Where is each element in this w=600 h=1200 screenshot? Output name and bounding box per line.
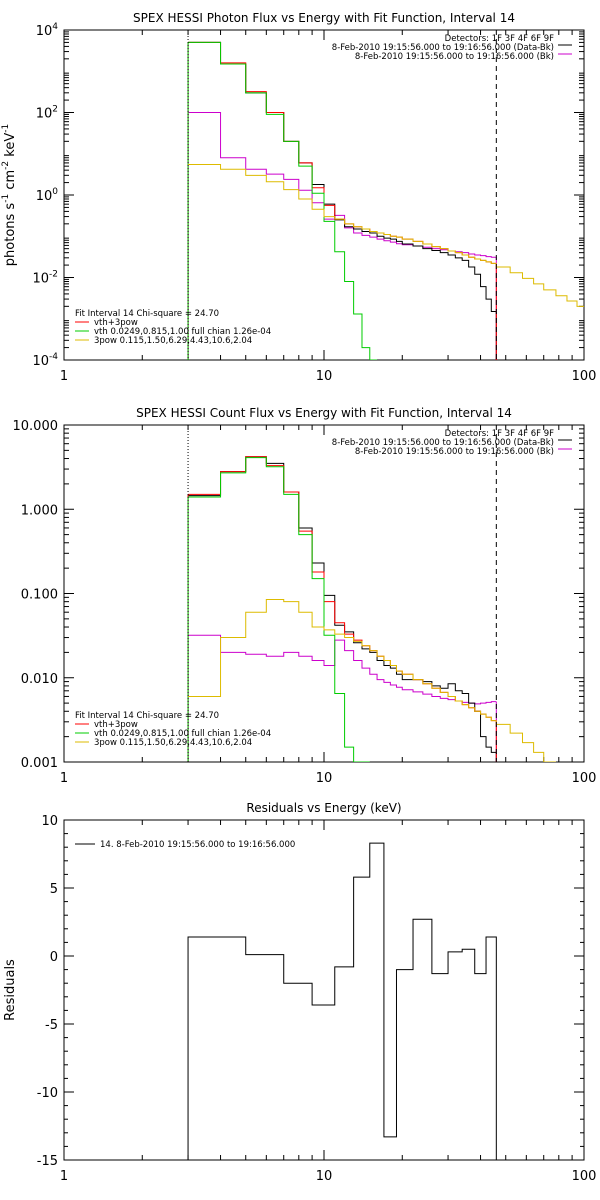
resid-y-tick-label: 0 — [50, 950, 58, 965]
photon-y-tick-label: 100 — [36, 187, 59, 204]
count-3pow-series — [188, 598, 497, 722]
count-x-tick-label: 100 — [572, 771, 597, 786]
resid-chart-title: Residuals vs Energy (keV) — [246, 801, 401, 815]
resid-y-tick-label: -5 — [45, 1018, 58, 1033]
count-legend-label: vth+3pow — [94, 720, 138, 730]
resid-x-tick-label: 1 — [60, 1169, 68, 1184]
count-y-tick-label: 0.001 — [21, 756, 58, 771]
count-y-tick-label: 0.010 — [21, 672, 58, 687]
photon-legend-label: 3pow 0.115,1.50,6.29,4.43,10.6,2.04 — [94, 336, 252, 346]
count-x-tick-label: 10 — [316, 771, 333, 786]
resid-y-axis-label: Residuals — [3, 959, 18, 1021]
count-3pow-extension — [496, 723, 556, 762]
resid-y-tick-label: -10 — [37, 1086, 58, 1101]
photon-flux-panel: SPEX HESSI Photon Flux vs Energy with Fi… — [1, 11, 596, 384]
photon-y-tick-label: 10-4 — [32, 352, 58, 369]
resid-y-tick-label: 5 — [50, 882, 58, 897]
photon-y-tick-label: 102 — [36, 105, 58, 122]
resid-x-tick-label: 10 — [316, 1169, 333, 1184]
count-total-fit-series — [188, 456, 497, 722]
count-x-tick-label: 1 — [60, 771, 68, 786]
photon-background-series — [188, 112, 497, 258]
photon-total-fit-series — [188, 41, 497, 264]
photon-x-tick-label: 100 — [572, 369, 597, 384]
photon-y-tick-label: 10-2 — [32, 270, 58, 287]
resid-legend-label: 14. 8-Feb-2010 19:15:56.000 to 19:16:56.… — [100, 840, 295, 850]
count-y-tick-label: 0.100 — [21, 588, 58, 603]
count-header-line: Detectors: 1F 3F 4F 6F 9F — [445, 429, 554, 439]
photon-chart-title: SPEX HESSI Photon Flux vs Energy with Fi… — [133, 11, 515, 25]
photon-3pow-series — [188, 163, 497, 264]
resid-x-tick-label: 100 — [572, 1169, 597, 1184]
photon-legend-label: vth 0.0249,0.815,1.00 full chian 1.26e-0… — [94, 327, 271, 337]
count-data-minus-bk-series — [188, 456, 497, 753]
photon-header-line: 8-Feb-2010 19:15:56.000 to 19:16:56.000 … — [355, 52, 554, 62]
photon-x-tick-label: 1 — [60, 369, 68, 384]
resid-y-tick-label: -15 — [37, 1154, 58, 1169]
count-header-line: 8-Feb-2010 19:15:56.000 to 19:16:56.000 … — [355, 447, 554, 457]
photon-y-tick-label: 104 — [36, 22, 59, 39]
photon-data-minus-bk-series — [188, 41, 497, 312]
count-header-line: 8-Feb-2010 19:15:56.000 to 19:16:56.000 … — [332, 438, 554, 448]
photon-header-line: Detectors: 1F 3F 4F 6F 9F — [445, 34, 554, 44]
count-y-tick-label: 1.000 — [21, 503, 58, 518]
count-legend-title: Fit Interval 14 Chi-square = 24.70 — [75, 711, 219, 721]
residuals-panel: Residuals vs Energy (keV) 1 10 100 10 5 0 -5 -10… — [3, 801, 596, 1184]
count-flux-panel: SPEX HESSI Count Flux vs Energy with Fit… — [13, 406, 597, 786]
count-vth-series — [188, 457, 370, 762]
count-y-tick-label: 10.000 — [13, 419, 59, 434]
photon-header-line: 8-Feb-2010 19:15:56.000 to 19:16:56.000 … — [332, 43, 554, 53]
count-legend-label: vth 0.0249,0.815,1.00 full chian 1.26e-0… — [94, 729, 271, 739]
resid-plot-frame — [63, 819, 585, 1161]
photon-legend-title: Fit Interval 14 Chi-square = 24.70 — [75, 309, 219, 319]
resid-residual-series — [187, 842, 497, 1160]
resid-y-tick-label: 10 — [41, 814, 58, 829]
photon-3pow-extension — [496, 266, 584, 307]
photon-x-tick-label: 10 — [316, 369, 333, 384]
photon-legend-label: vth+3pow — [94, 318, 138, 328]
photon-y-axis-label: photons s-1 cm-2 keV-1 — [1, 124, 18, 266]
count-legend-label: 3pow 0.115,1.50,6.29,4.43,10.6,2.04 — [94, 738, 252, 748]
count-chart-title: SPEX HESSI Count Flux vs Energy with Fit… — [136, 406, 512, 420]
photon-vth-series — [188, 41, 378, 360]
